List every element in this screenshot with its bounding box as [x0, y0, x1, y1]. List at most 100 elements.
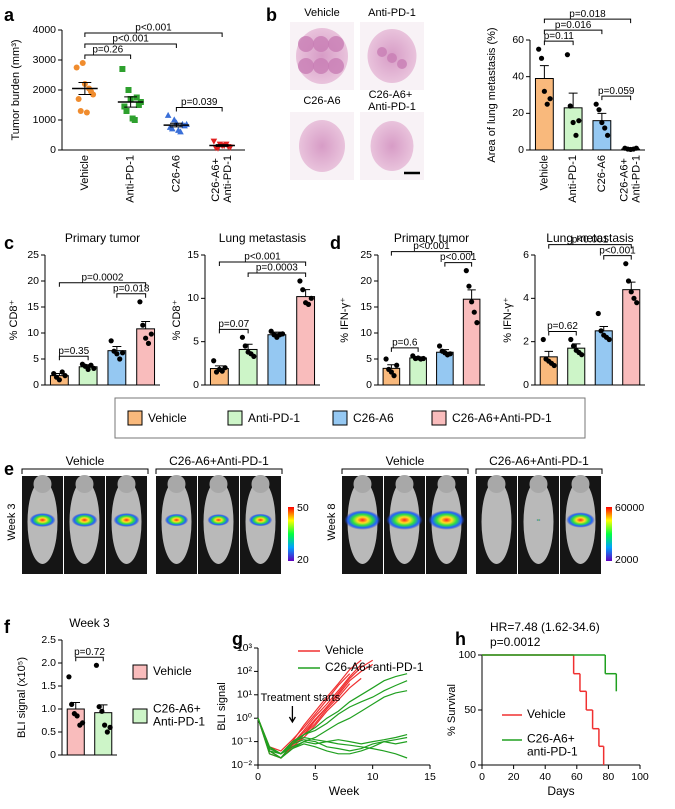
- legend-swatch: [431, 410, 447, 426]
- legend-label: C26-A6+Anti-PD-1: [452, 411, 552, 425]
- p-value: p<0.001: [413, 241, 450, 252]
- y-tick-label: 0: [50, 749, 56, 761]
- image-label: C26-A6+ Anti-PD-1: [368, 89, 416, 113]
- bli-signal: [113, 513, 140, 527]
- chart-subtitle: p=0.0012: [490, 635, 541, 649]
- y-tick-label: 10: [187, 292, 199, 304]
- y-tick-label: 1000: [33, 114, 57, 126]
- x-tick-label: C26-A6+ Anti-PD-1: [210, 155, 234, 203]
- color-bar-min: 20: [297, 554, 309, 566]
- data-point: [148, 331, 154, 337]
- color-bar-min: 2000: [615, 554, 639, 566]
- significance-bracket: [390, 251, 473, 256]
- data-point: [631, 295, 637, 301]
- data-point: [623, 261, 629, 267]
- significance-bracket: [58, 282, 147, 287]
- data-point: [538, 55, 545, 61]
- legend-label: C26-A6+ anti-PD-1: [527, 732, 578, 759]
- data-point: [568, 336, 574, 343]
- data-point: [606, 336, 612, 343]
- data-point: [133, 94, 140, 101]
- p-value: p=0.016: [555, 20, 592, 31]
- series-line: [257, 718, 408, 759]
- data-point: [308, 295, 314, 301]
- time-label: Week 8: [326, 503, 338, 540]
- data-point: [85, 366, 91, 372]
- group-bracket: [475, 468, 603, 474]
- x-tick-label: Vehicle: [538, 155, 550, 190]
- p-value: p<0.001: [599, 245, 636, 256]
- sem-bar: [215, 144, 229, 147]
- bli-signal: [207, 514, 230, 526]
- data-point: [104, 729, 110, 735]
- x-tick-label: Anti-PD-1: [567, 155, 579, 203]
- y-tick-label: 10: [27, 327, 39, 339]
- significance-bracket: [603, 255, 632, 260]
- legend-swatch: [227, 410, 243, 426]
- data-point: [75, 96, 82, 102]
- data-point: [66, 674, 72, 680]
- data-point: [79, 60, 86, 66]
- panel-label: a: [4, 5, 15, 25]
- data-point: [117, 356, 123, 362]
- y-tick-label: 25: [27, 249, 39, 261]
- mouse-head: [487, 475, 506, 493]
- data-point: [242, 343, 248, 349]
- x-tick-label: C26-A6: [170, 155, 182, 192]
- data-point: [137, 299, 143, 305]
- panel-label: c: [4, 233, 14, 253]
- data-point: [420, 355, 427, 362]
- chart-title: Lung metastasis: [219, 231, 306, 245]
- tumor-nodule: [328, 58, 344, 74]
- bli-signal: [386, 510, 423, 530]
- y-axis-label: % Survival: [446, 684, 458, 736]
- legend-label: Vehicle: [325, 643, 364, 657]
- bli-signal: [428, 510, 465, 530]
- data-point: [123, 108, 130, 114]
- p-value: p=0.6: [392, 338, 418, 349]
- data-point: [119, 350, 126, 356]
- data-point: [177, 128, 184, 135]
- data-point: [91, 365, 97, 371]
- data-point: [471, 309, 477, 315]
- series-line: [257, 717, 408, 759]
- significance-bracket: [543, 18, 632, 24]
- y-tick-label: 10⁰: [236, 712, 252, 724]
- sem-bar: [169, 122, 183, 128]
- data-point: [474, 320, 480, 326]
- y-tick-label: 4: [523, 292, 529, 304]
- data-point: [598, 328, 604, 334]
- y-tick-label: 6: [523, 249, 529, 261]
- data-point: [544, 101, 550, 107]
- significance-bracket: [84, 32, 223, 37]
- bar: [296, 296, 316, 386]
- data-point: [56, 377, 62, 383]
- mouse-head: [353, 475, 372, 493]
- data-point: [604, 132, 611, 138]
- data-point: [564, 52, 571, 58]
- bli-signal: [566, 512, 595, 528]
- error-bar: [597, 112, 607, 121]
- data-point: [570, 343, 577, 349]
- mouse-head: [117, 475, 136, 493]
- x-tick-label: 10: [367, 771, 379, 783]
- legend-label: C26-A6+anti-PD-1: [325, 660, 424, 674]
- group-label: C26-A6+Anti-PD-1: [489, 454, 589, 468]
- y-axis-label: % IFN-γ⁺: [339, 297, 351, 343]
- significance-bracket: [218, 328, 249, 334]
- data-point: [279, 331, 286, 337]
- bli-signal: [536, 518, 541, 522]
- y-tick-label: 1.0: [41, 703, 56, 715]
- y-tick-label: 2.0: [41, 657, 56, 669]
- data-point: [625, 278, 632, 284]
- data-point: [59, 369, 65, 375]
- y-tick-label: 0: [50, 144, 56, 156]
- y-axis-label: % CD8⁺: [8, 299, 20, 340]
- p-value: p=0.018: [113, 283, 150, 294]
- data-point: [90, 91, 97, 98]
- mouse-head: [167, 475, 186, 493]
- p-value: p=0.72: [74, 647, 105, 658]
- time-label: Week 3: [6, 503, 18, 540]
- x-tick-label: C26-A6+ Anti-PD-1: [618, 155, 642, 203]
